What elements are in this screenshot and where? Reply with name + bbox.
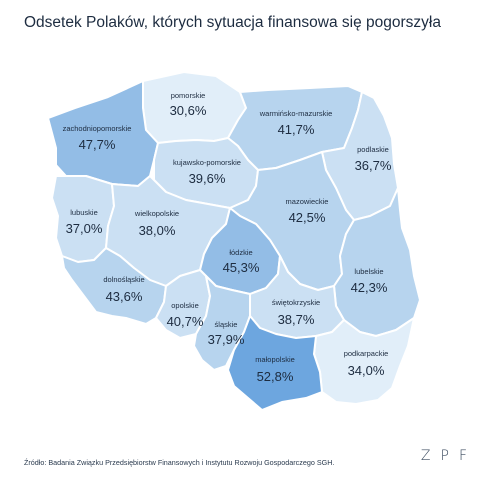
region-malopolskie[interactable] xyxy=(227,315,323,411)
region-value: 38,0% xyxy=(139,223,176,238)
region-value: 39,6% xyxy=(189,171,226,186)
zpf-logo: ZPF xyxy=(421,448,477,464)
region-value: 36,7% xyxy=(355,158,392,173)
label-wielkopolskie: wielkopolskie 38,0% xyxy=(134,209,179,238)
region-value: 34,0% xyxy=(348,363,385,378)
region-name: kujawsko-pomorskie xyxy=(173,158,241,167)
region-name: wielkopolskie xyxy=(134,209,179,218)
region-name: opolskie xyxy=(171,301,199,310)
region-zachodniopomorskie[interactable] xyxy=(47,80,159,187)
region-name: pomorskie xyxy=(171,91,206,100)
region-name: lubuskie xyxy=(70,208,98,217)
region-value: 47,7% xyxy=(79,137,116,152)
region-value: 45,3% xyxy=(223,260,260,275)
region-name: lubelskie xyxy=(354,267,383,276)
region-name: podkarpackie xyxy=(344,349,389,358)
region-name: świętokrzyskie xyxy=(272,298,320,307)
region-name: dolnośląskie xyxy=(103,275,144,284)
region-name: mazowieckie xyxy=(286,197,329,206)
label-lodzkie: łódzkie 45,3% xyxy=(223,248,260,275)
label-podlaskie: podlaskie 36,7% xyxy=(355,145,392,173)
region-value: 41,7% xyxy=(278,122,315,137)
region-value: 37,9% xyxy=(208,332,245,347)
region-slaskie[interactable] xyxy=(193,275,251,371)
region-name: małopolskie xyxy=(255,355,295,364)
region-name: zachodniopomorskie xyxy=(63,124,132,133)
label-zachodniopomorskie: zachodniopomorskie 47,7% xyxy=(63,124,132,152)
label-swietokrzyskie: świętokrzyskie 38,7% xyxy=(272,298,320,327)
region-name: warmińsko-mazurskie xyxy=(259,109,333,118)
label-podkarpackie: podkarpackie 34,0% xyxy=(344,349,389,378)
region-value: 40,7% xyxy=(167,314,204,329)
page-title: Odsetek Polaków, których sytuacja finans… xyxy=(24,14,441,31)
label-warminsko-mazurskie: warmińsko-mazurskie 41,7% xyxy=(259,109,333,137)
region-value: 43,6% xyxy=(106,289,143,304)
region-value: 30,6% xyxy=(170,103,207,118)
label-kujawsko-pomorskie: kujawsko-pomorskie 39,6% xyxy=(173,158,241,186)
label-pomorskie: pomorskie 30,6% xyxy=(170,91,207,118)
region-value: 42,3% xyxy=(351,280,388,295)
label-lubuskie: lubuskie 37,0% xyxy=(66,208,103,236)
source-note: Źródło: Badania Związku Przedsiębiorstw … xyxy=(24,458,335,467)
region-value: 38,7% xyxy=(278,312,315,327)
label-malopolskie: małopolskie 52,8% xyxy=(255,355,295,384)
label-mazowieckie: mazowieckie 42,5% xyxy=(286,197,329,225)
region-value: 42,5% xyxy=(289,210,326,225)
region-value: 52,8% xyxy=(257,369,294,384)
region-name: podlaskie xyxy=(357,145,389,154)
region-name: łódzkie xyxy=(229,248,252,257)
label-lubelskie: lubelskie 42,3% xyxy=(351,267,388,295)
label-slaskie: śląskie 37,9% xyxy=(208,320,245,347)
region-value: 37,0% xyxy=(66,221,103,236)
region-name: śląskie xyxy=(215,320,238,329)
label-dolnoslaskie: dolnośląskie 43,6% xyxy=(103,275,144,304)
label-opolskie: opolskie 40,7% xyxy=(167,301,204,329)
logo-text: ZPF xyxy=(420,448,477,464)
